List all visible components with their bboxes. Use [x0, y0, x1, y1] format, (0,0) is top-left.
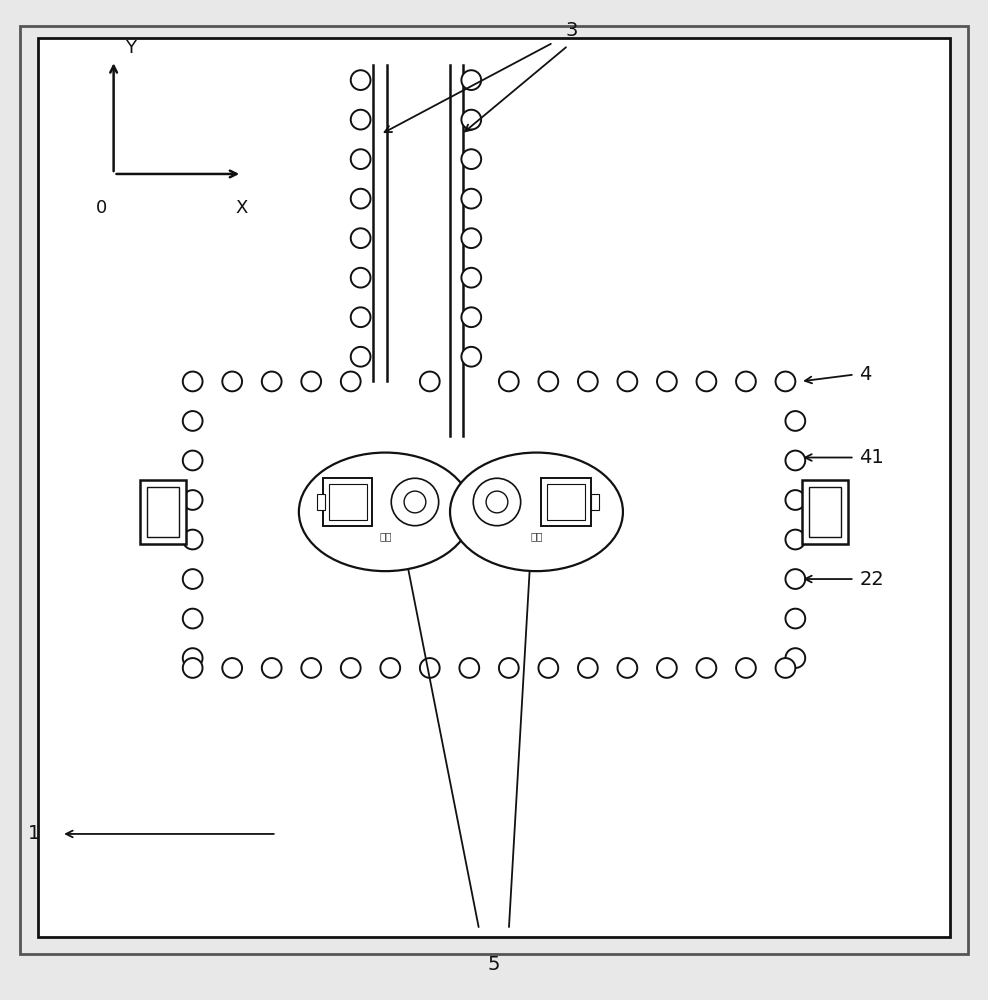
Circle shape — [183, 451, 203, 470]
Circle shape — [578, 658, 598, 678]
Circle shape — [785, 609, 805, 628]
Circle shape — [461, 189, 481, 209]
Bar — [147, 487, 179, 537]
Circle shape — [341, 658, 361, 678]
Circle shape — [262, 658, 282, 678]
Circle shape — [461, 70, 481, 90]
Circle shape — [183, 569, 203, 589]
Bar — [317, 494, 325, 510]
Circle shape — [351, 149, 370, 169]
Ellipse shape — [451, 453, 623, 571]
Circle shape — [657, 372, 677, 391]
Circle shape — [341, 372, 361, 391]
Bar — [802, 480, 848, 544]
Circle shape — [736, 372, 756, 391]
Circle shape — [459, 658, 479, 678]
Circle shape — [351, 228, 370, 248]
Bar — [140, 480, 186, 544]
Circle shape — [183, 609, 203, 628]
Text: 1: 1 — [28, 824, 41, 843]
Circle shape — [785, 451, 805, 470]
Circle shape — [420, 372, 440, 391]
Circle shape — [222, 372, 242, 391]
Circle shape — [380, 658, 400, 678]
Circle shape — [301, 372, 321, 391]
Text: 5: 5 — [488, 955, 500, 974]
Circle shape — [461, 307, 481, 327]
Circle shape — [538, 372, 558, 391]
Circle shape — [183, 658, 203, 678]
Text: 0: 0 — [96, 199, 107, 217]
Circle shape — [183, 648, 203, 668]
Circle shape — [461, 347, 481, 367]
Circle shape — [785, 490, 805, 510]
Text: 3: 3 — [565, 21, 578, 40]
Circle shape — [351, 110, 370, 129]
Text: X: X — [236, 199, 248, 217]
Text: 开关: 开关 — [379, 532, 391, 542]
Circle shape — [183, 372, 203, 391]
Circle shape — [736, 658, 756, 678]
Circle shape — [785, 648, 805, 668]
Circle shape — [657, 658, 677, 678]
Circle shape — [351, 268, 370, 288]
Circle shape — [499, 372, 519, 391]
Circle shape — [351, 347, 370, 367]
Circle shape — [301, 658, 321, 678]
Circle shape — [618, 658, 637, 678]
Circle shape — [618, 372, 637, 391]
Circle shape — [420, 658, 440, 678]
Bar — [541, 478, 591, 526]
Circle shape — [697, 372, 716, 391]
Bar — [591, 494, 599, 510]
Circle shape — [222, 658, 242, 678]
Text: 4: 4 — [860, 365, 872, 384]
Bar — [809, 487, 841, 537]
Circle shape — [473, 478, 521, 526]
Circle shape — [461, 228, 481, 248]
Circle shape — [461, 268, 481, 288]
Text: 开关: 开关 — [531, 532, 542, 542]
Circle shape — [351, 189, 370, 209]
Circle shape — [461, 149, 481, 169]
Circle shape — [776, 372, 795, 391]
Circle shape — [404, 491, 426, 513]
Circle shape — [538, 658, 558, 678]
Circle shape — [785, 569, 805, 589]
Bar — [323, 478, 372, 526]
Circle shape — [499, 658, 519, 678]
Bar — [329, 484, 367, 520]
Circle shape — [183, 411, 203, 431]
Bar — [547, 484, 585, 520]
Circle shape — [486, 491, 508, 513]
Text: Y: Y — [125, 39, 136, 57]
Circle shape — [183, 490, 203, 510]
Circle shape — [391, 478, 439, 526]
Circle shape — [776, 658, 795, 678]
Ellipse shape — [298, 453, 471, 571]
Circle shape — [461, 110, 481, 129]
Circle shape — [785, 530, 805, 549]
Circle shape — [183, 530, 203, 549]
Text: 22: 22 — [860, 570, 884, 589]
Circle shape — [578, 372, 598, 391]
Circle shape — [262, 372, 282, 391]
Circle shape — [351, 307, 370, 327]
Circle shape — [697, 658, 716, 678]
Circle shape — [785, 411, 805, 431]
Text: 41: 41 — [860, 448, 884, 467]
Circle shape — [351, 70, 370, 90]
